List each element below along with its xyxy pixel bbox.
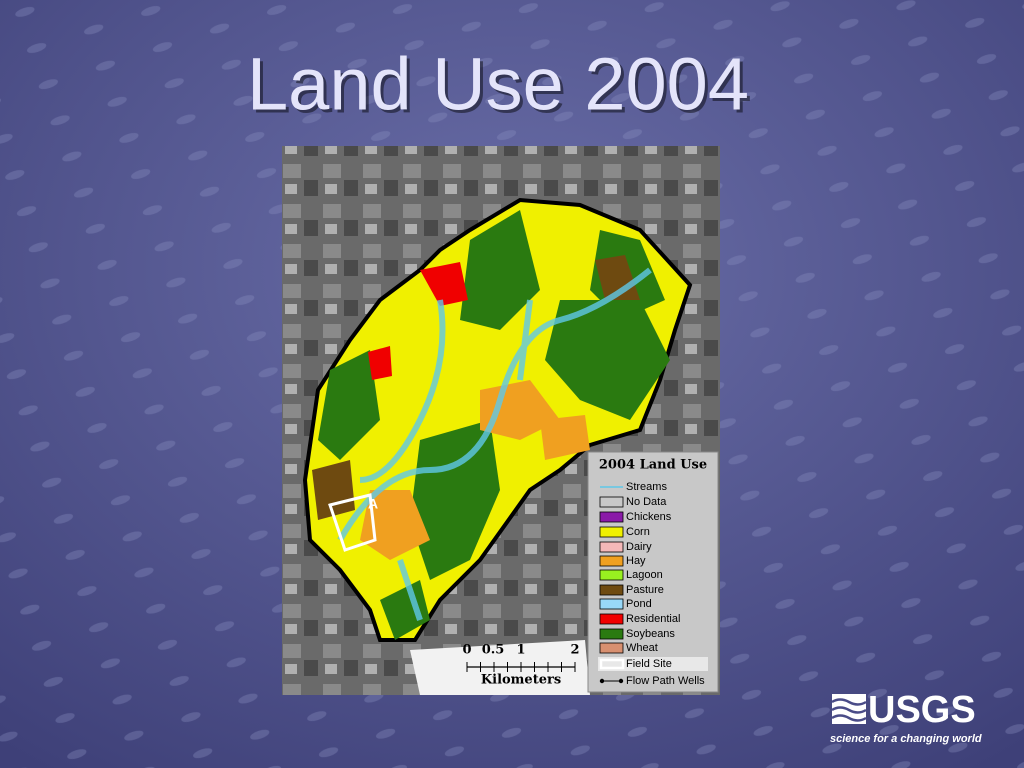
legend-label: No Data [626,496,667,508]
legend-label: Lagoon [626,569,663,581]
legend-swatch [599,628,624,640]
legend-title: 2004 Land Use [599,458,707,473]
scale-tick-label: 2 [570,643,579,658]
legend-swatch [599,584,624,596]
scale-tick-label: 0 [462,643,471,658]
legend-label: Residential [626,613,680,625]
usgs-logo: USGS science for a changing world [830,689,982,745]
legend-swatch [599,511,624,523]
stream [337,267,652,621]
field-site [328,493,377,552]
land-patch [545,300,670,420]
legend: Streams No Data Chickens Corn Dairy Hay Lagoon… [598,481,708,687]
legend-swatch [599,555,624,567]
scale-bar: 0 0.5 1 2 Kilometers [462,643,579,688]
land-patch [318,350,380,460]
legend-swatch [599,613,624,625]
land-patch [410,420,500,580]
land-patch [312,460,355,520]
legend-label: Hay [626,555,646,567]
land-patch [540,415,590,460]
legend-label: Streams [626,481,667,493]
site-label: A [368,496,378,512]
legend-swatch [599,496,624,508]
legend-label: Flow Path Wells [626,675,705,687]
land-patch [380,580,430,640]
land-patch [420,262,468,306]
legend-swatch [599,526,624,538]
scale-tick-label: 0.5 [482,643,505,658]
legend-label: Field Site [626,658,672,670]
land-patch [460,210,540,330]
legend-label: Chickens [626,511,672,523]
legend-swatch [599,541,624,553]
legend-label: Wheat [626,642,658,654]
legend-label: Pond [626,598,652,610]
legend-label: Soybeans [626,628,675,640]
legend-swatch [599,658,625,670]
map: A 0 0.5 1 2 Kilometers 2004 Land Use Streams… [282,146,720,695]
title: Land Use 2004 [247,43,749,126]
scale-unit: Kilometers [481,673,561,688]
logo-tagline: science for a changing world [830,733,982,745]
legend-label: Dairy [626,541,652,553]
logo-name: USGS [868,689,976,731]
legend-label: Pasture [626,584,664,596]
legend-swatch [599,569,624,581]
title-shadow: Land Use 2004 [250,46,752,129]
legend-swatch [599,678,605,684]
legend-swatch [598,657,708,671]
scale-tick-label: 1 [516,643,525,658]
land-patch [360,490,430,560]
legend-swatch [618,678,624,684]
legend-swatch [599,642,624,654]
land-patch [368,346,392,380]
legend-swatch [599,598,624,610]
legend-label: Corn [626,526,650,538]
